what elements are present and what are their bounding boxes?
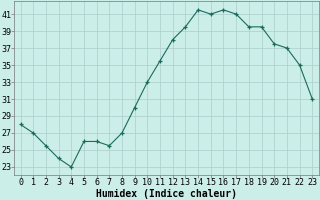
- X-axis label: Humidex (Indice chaleur): Humidex (Indice chaleur): [96, 189, 237, 199]
